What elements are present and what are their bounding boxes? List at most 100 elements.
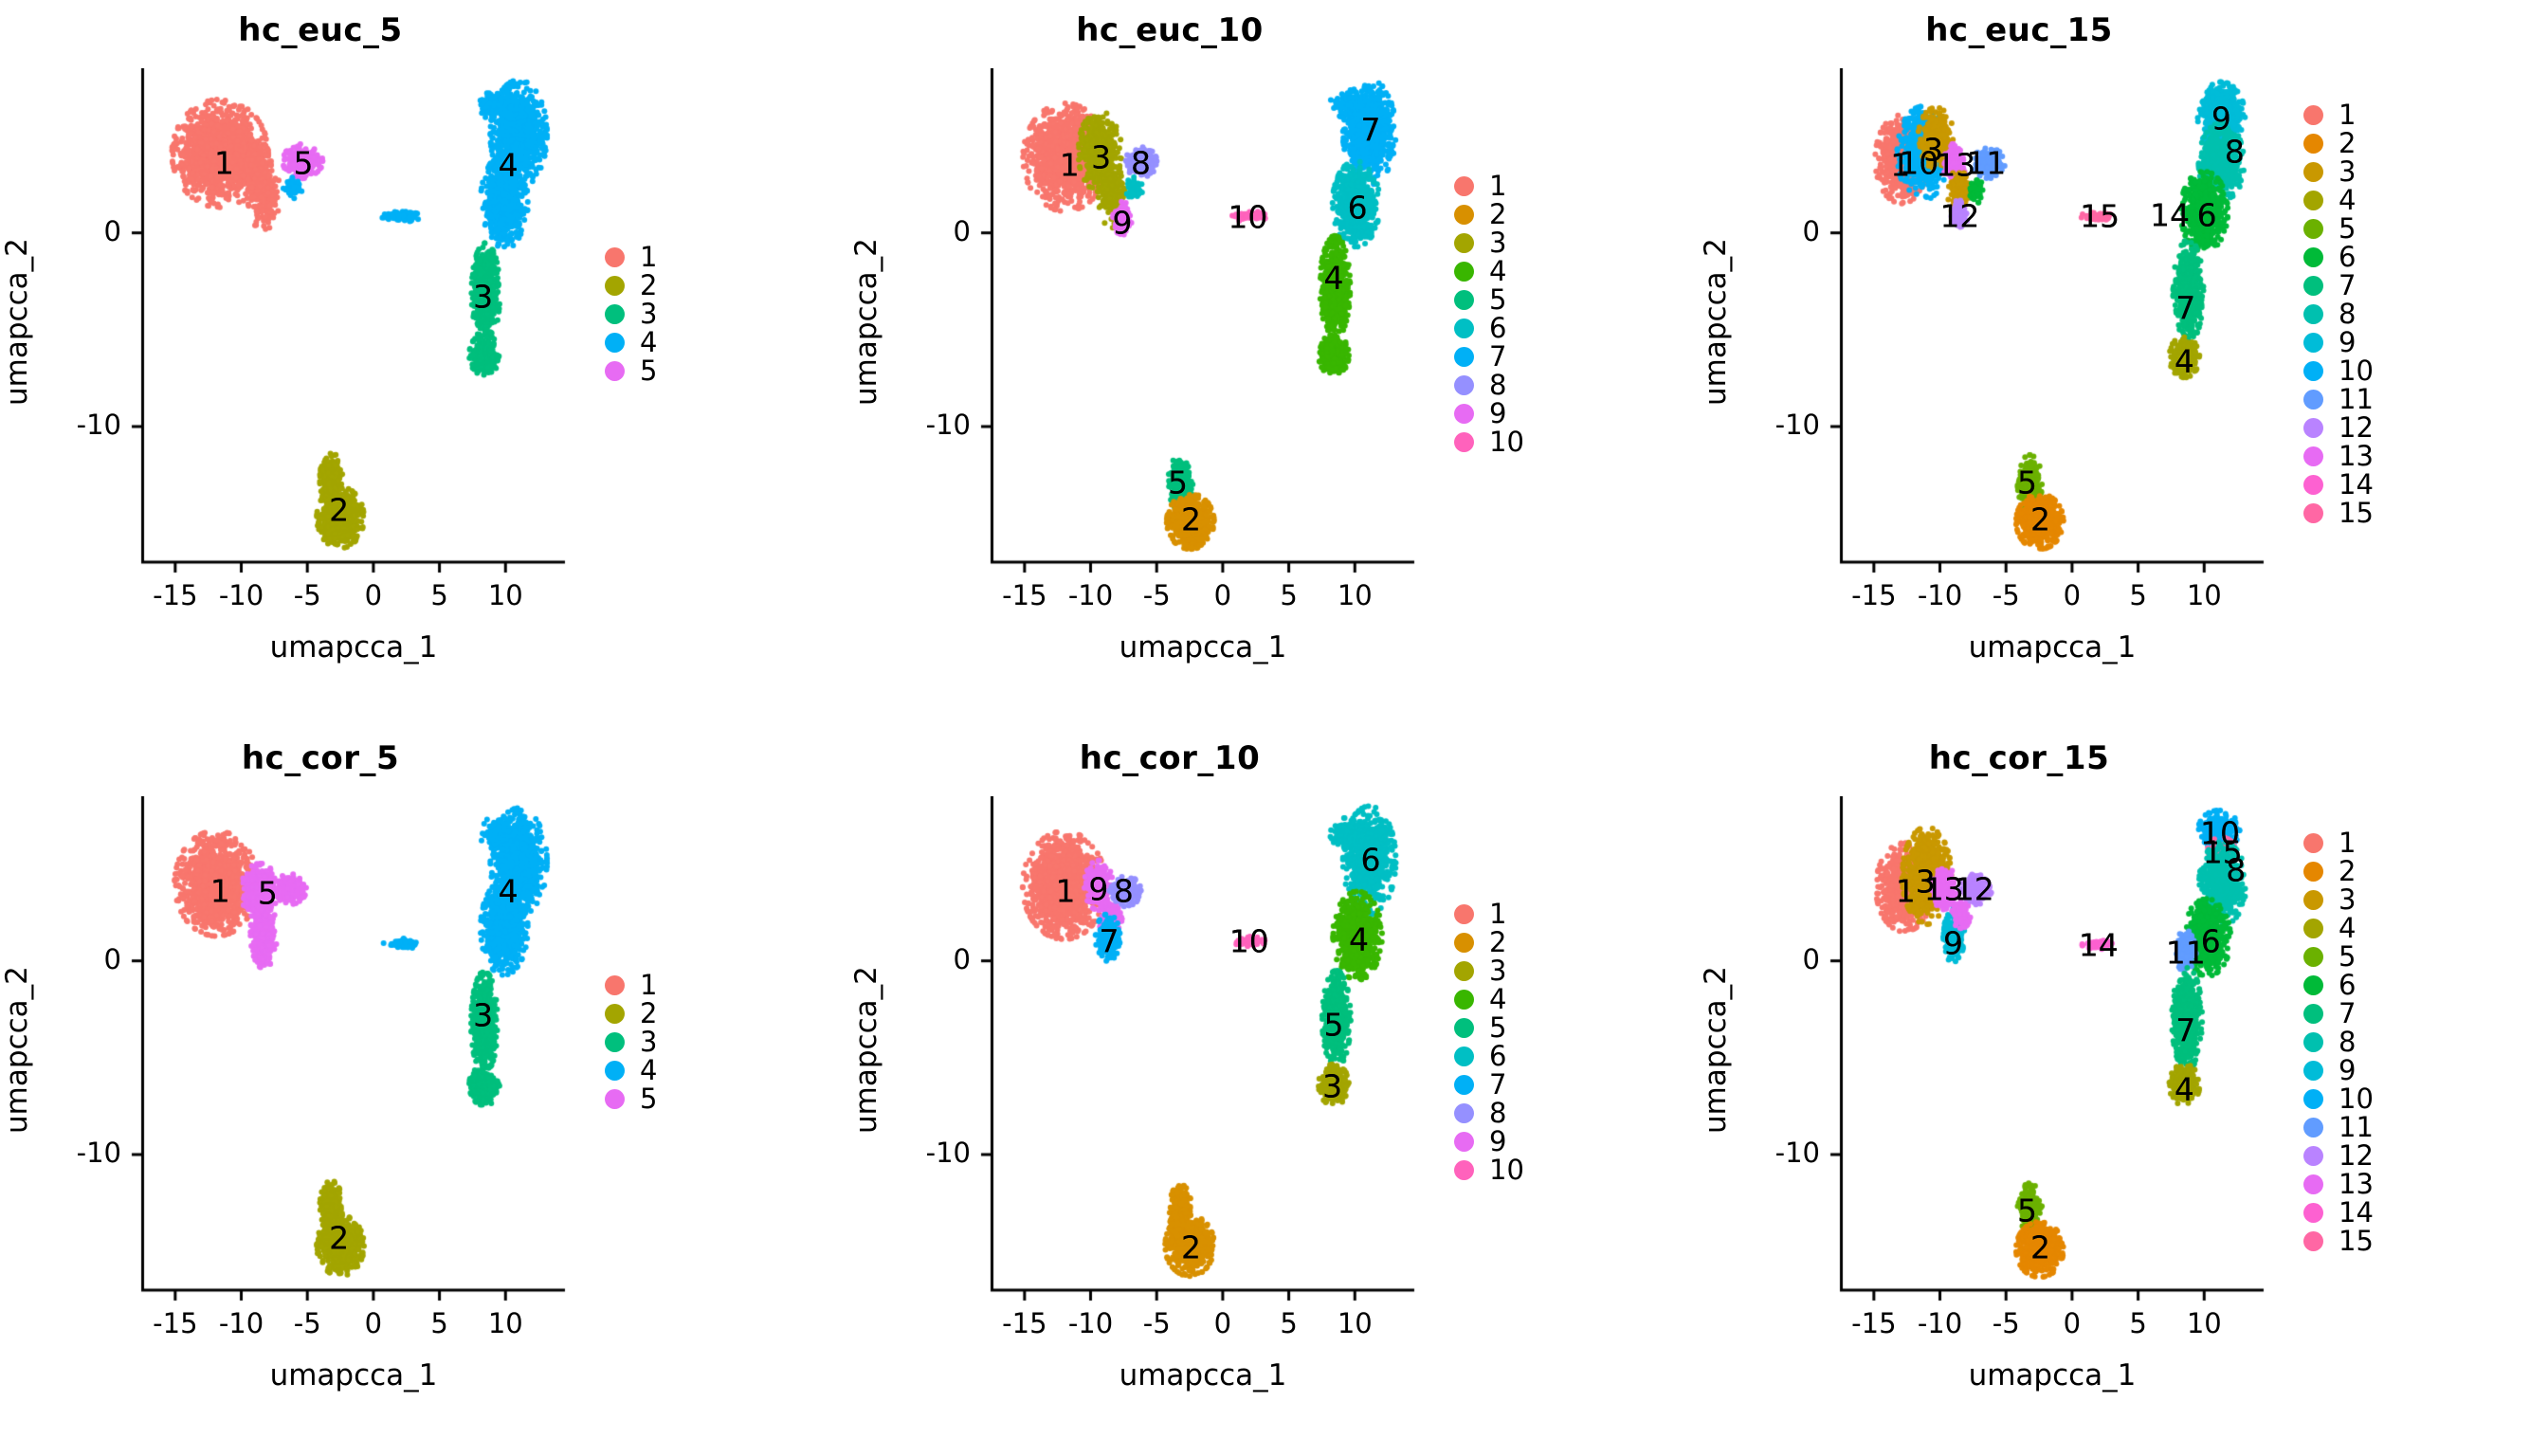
legend-color-swatch-icon <box>2303 503 2323 523</box>
legend-item[interactable]: 8 <box>2303 1028 2374 1056</box>
y-tick-label: 0 <box>103 214 121 247</box>
legend-item[interactable]: 12 <box>2303 414 2374 442</box>
x-tick-label: 0 <box>364 1307 383 1339</box>
legend-item[interactable]: 6 <box>1454 315 1524 342</box>
y-axis-label: umapcca_2 <box>1699 965 1733 1134</box>
legend-item[interactable]: 10 <box>1454 428 1524 456</box>
legend-item[interactable]: 7 <box>1454 343 1524 371</box>
legend-item[interactable]: 10 <box>2303 357 2374 385</box>
legend-item[interactable]: 2 <box>1454 201 1524 228</box>
legend-item[interactable]: 6 <box>1454 1043 1524 1070</box>
legend-item[interactable]: 8 <box>2303 300 2374 328</box>
x-tick-label: 5 <box>1280 1307 1298 1339</box>
legend-item[interactable]: 4 <box>2303 187 2374 214</box>
y-tick-label: -10 <box>76 1136 121 1169</box>
legend-color-swatch-icon <box>2303 162 2323 182</box>
legend-item[interactable]: 4 <box>2303 915 2374 942</box>
legend-item[interactable]: 9 <box>2303 329 2374 356</box>
legend-label: 4 <box>640 326 658 358</box>
legend-item[interactable]: 3 <box>605 300 657 328</box>
legend-item[interactable]: 14 <box>2303 471 2374 499</box>
legend-label: 11 <box>2339 383 2374 415</box>
legend-item[interactable]: 12 <box>2303 1142 2374 1170</box>
cluster-label: 6 <box>1347 189 1368 227</box>
legend-item[interactable]: 7 <box>2303 997 2374 1029</box>
legend-item[interactable]: 9 <box>1454 400 1524 428</box>
legend-item[interactable]: 3 <box>2303 155 2374 188</box>
cluster-label: 1 <box>209 872 230 910</box>
legend-item[interactable]: 2 <box>605 272 657 300</box>
legend-item[interactable]: 13 <box>2303 443 2374 470</box>
legend-label: 1 <box>1489 898 1507 930</box>
legend-item[interactable]: 1 <box>605 972 657 999</box>
legend-item[interactable]: 4 <box>605 326 658 358</box>
legend-color-swatch-icon <box>2303 862 2323 882</box>
legend-item[interactable]: 15 <box>2303 1228 2374 1255</box>
legend-color-swatch-icon <box>1454 176 1474 196</box>
legend-item[interactable]: 11 <box>2303 1114 2374 1141</box>
panel-title: hc_euc_15 <box>1925 11 2113 49</box>
cluster-label: 1 <box>1895 872 1916 910</box>
legend-item[interactable]: 5 <box>605 357 657 385</box>
cluster-label: 9 <box>1088 870 1109 908</box>
legend-item[interactable]: 4 <box>1454 258 1524 285</box>
legend-item[interactable]: 1 <box>605 241 658 273</box>
legend-color-swatch-icon <box>2303 1004 2323 1024</box>
legend-label: 3 <box>2339 155 2357 188</box>
legend-label: 7 <box>2339 997 2357 1029</box>
x-tick-label: -15 <box>1002 579 1047 611</box>
legend-item[interactable]: 3 <box>605 1028 657 1056</box>
legend-item[interactable]: 8 <box>1454 372 1524 399</box>
legend-item[interactable]: 7 <box>1454 1071 1524 1099</box>
legend-item[interactable]: 10 <box>2303 1085 2374 1113</box>
legend-item[interactable]: 2 <box>1454 929 1524 956</box>
legend-color-swatch-icon <box>2303 1118 2323 1138</box>
legend-item[interactable]: 14 <box>2303 1199 2374 1227</box>
legend-item[interactable]: 1 <box>1454 173 1524 200</box>
legend-item[interactable]: 11 <box>2303 383 2374 415</box>
legend-color-swatch-icon <box>2303 1231 2323 1251</box>
cluster-label: 4 <box>1348 920 1369 958</box>
legend-label: 1 <box>640 241 658 273</box>
legend-item[interactable]: 9 <box>2303 1057 2374 1084</box>
legend-item[interactable]: 5 <box>2303 215 2374 243</box>
legend-item[interactable]: 1 <box>2303 101 2374 129</box>
legend-item[interactable]: 6 <box>2303 972 2374 999</box>
legend-item[interactable]: 2 <box>2303 858 2374 885</box>
x-tick-label: -5 <box>293 1307 321 1339</box>
legend-label: 9 <box>1489 1125 1507 1157</box>
y-tick-label: -10 <box>76 408 121 441</box>
legend-label: 2 <box>2339 127 2357 159</box>
legend-item[interactable]: 3 <box>1454 229 1524 257</box>
legend-item[interactable]: 9 <box>1454 1125 1524 1157</box>
legend-item[interactable]: 2 <box>2303 127 2374 159</box>
x-axis-label: umapcca_1 <box>269 630 438 664</box>
legend-item[interactable]: 7 <box>2303 272 2374 300</box>
legend-item[interactable]: 8 <box>1454 1100 1524 1127</box>
scatter-canvas <box>963 68 1443 619</box>
legend-item[interactable]: 4 <box>605 1057 657 1084</box>
x-tick-label: -15 <box>1002 1307 1047 1339</box>
y-tick-label: 0 <box>953 942 971 975</box>
legend-color-swatch-icon <box>2303 1174 2323 1194</box>
legend-item[interactable]: 6 <box>2303 244 2374 271</box>
legend-item[interactable]: 15 <box>2303 500 2374 527</box>
legend-item[interactable]: 5 <box>605 1085 657 1113</box>
legend-item[interactable]: 5 <box>1454 1014 1524 1042</box>
legend-item[interactable]: 13 <box>2303 1171 2374 1198</box>
legend-color-swatch-icon <box>605 1061 625 1081</box>
legend-item[interactable]: 4 <box>1454 986 1524 1013</box>
legend-item[interactable]: 2 <box>605 1000 657 1028</box>
legend-item[interactable]: 1 <box>2303 829 2374 857</box>
legend-item[interactable]: 3 <box>1454 957 1524 985</box>
legend-color-swatch-icon <box>2303 390 2323 410</box>
legend-item[interactable]: 5 <box>1454 286 1524 314</box>
x-axis-label: umapcca_1 <box>1119 630 1287 664</box>
legend-item[interactable]: 5 <box>2303 943 2374 971</box>
legend-item[interactable]: 10 <box>1454 1156 1524 1184</box>
x-tick-label: 10 <box>487 579 523 611</box>
legend-item[interactable]: 1 <box>1454 901 1524 928</box>
x-tick-label: -15 <box>153 579 198 611</box>
legend-item[interactable]: 3 <box>2303 886 2374 914</box>
